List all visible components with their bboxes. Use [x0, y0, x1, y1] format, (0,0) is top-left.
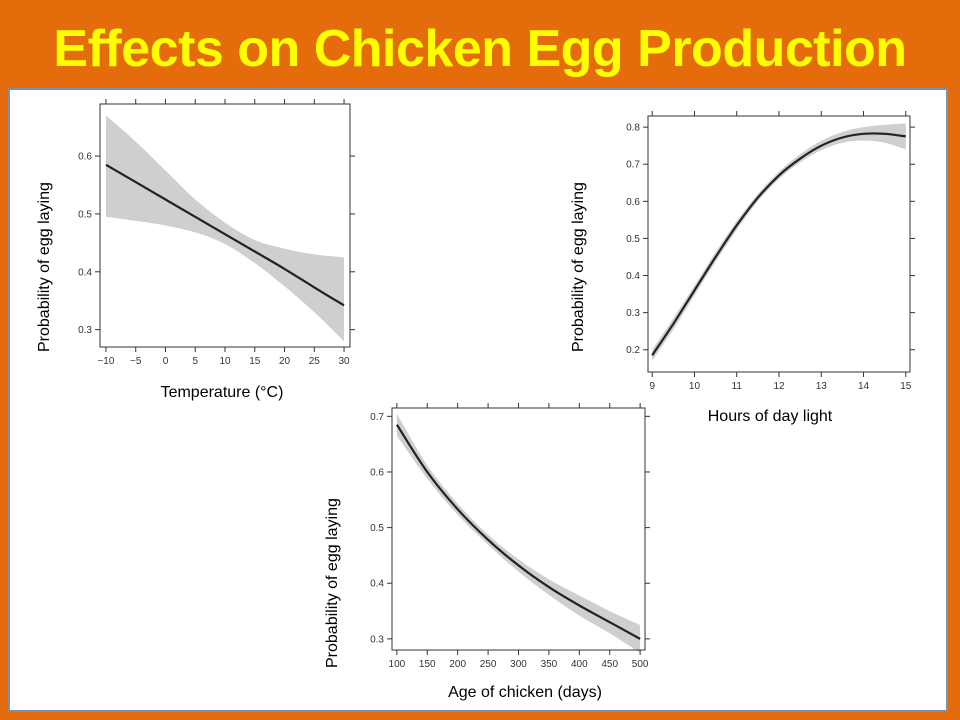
age-x-tick-label: 300 [510, 659, 527, 670]
age-y-axis-label: Probability of egg laying [324, 498, 341, 668]
daylight-x-tick-label: 11 [732, 381, 743, 392]
temperature-confidence-band [106, 115, 344, 342]
age-series-line [395, 424, 641, 640]
age-x-tick-label: 200 [449, 659, 466, 670]
temperature-y-tick-label: 0.4 [78, 267, 92, 278]
age-chart-svg: 100 150 200 250 300 350 400 450 500 0.3 0.4 0.5 0.6 0… [370, 403, 650, 670]
age-x-tick-label: 100 [389, 659, 406, 670]
age-y-tick-label: 0.3 [370, 634, 384, 645]
age-y-tick-label: 0.7 [370, 412, 384, 423]
daylight-y-tick-label: 0.5 [626, 234, 640, 245]
temperature-chart: −10 −5 0 5 10 15 20 25 30 0.3 0.4 0.5 0.6 Probabilit… [10, 90, 950, 714]
daylight-x-tick-label: 13 [816, 381, 828, 392]
daylight-y-tick-label: 0.6 [626, 197, 640, 208]
daylight-x-tick-label: 12 [773, 381, 785, 392]
daylight-series-line [651, 132, 906, 356]
temperature-x-tick-label: 20 [279, 356, 291, 367]
temperature-y-tick-label: 0.3 [78, 325, 92, 336]
daylight-x-axis-label: Hours of day light [707, 408, 833, 425]
age-x-tick-label: 400 [571, 659, 588, 670]
temperature-x-tick-label: 0 [163, 356, 169, 367]
daylight-y-tick-label: 0.8 [626, 123, 640, 134]
slide-title: Effects on Chicken Egg Production [53, 20, 907, 78]
age-x-axis-label: Age of chicken (days) [448, 684, 602, 701]
daylight-x-tick-label: 14 [858, 381, 870, 392]
age-x-tick-label: 250 [480, 659, 497, 670]
daylight-y-tick-label: 0.4 [626, 271, 640, 282]
age-x-tick-label: 500 [632, 659, 649, 670]
age-x-tick-label: 450 [601, 659, 618, 670]
chart-canvas: −10 −5 0 5 10 15 20 25 30 0.3 0.4 0.5 0.6 Probabilit… [8, 88, 948, 712]
daylight-y-tick-label: 0.3 [626, 308, 640, 319]
age-chart: 100 150 200 250 300 350 400 450 500 0.3 0.4 0.5 0.6 0… [10, 90, 950, 714]
age-y-tick-label: 0.5 [370, 523, 384, 534]
daylight-x-tick-label: 10 [689, 381, 701, 392]
temperature-x-axis-label: Temperature (°C) [160, 384, 284, 401]
age-y-tick-label: 0.6 [370, 467, 384, 478]
temperature-series-line [105, 163, 345, 307]
age-y-tick-label: 0.4 [370, 579, 384, 590]
temperature-x-tick-label: −10 [97, 356, 114, 367]
temperature-x-tick-label: 15 [249, 356, 261, 367]
temperature-chart-svg: −10 −5 0 5 10 15 20 25 30 0.3 0.4 0.5 0.6 [78, 99, 355, 367]
age-x-tick-label: 350 [541, 659, 558, 670]
daylight-chart: 9 10 11 12 13 14 15 0.2 0.3 0.4 0.5 0.6 0.7 0.8 Proba… [10, 90, 950, 714]
daylight-x-tick-label: 9 [649, 381, 655, 392]
temperature-y-tick-label: 0.6 [78, 152, 92, 163]
temperature-y-tick-label: 0.5 [78, 209, 92, 220]
daylight-y-tick-label: 0.7 [626, 160, 640, 171]
temperature-x-tick-label: 10 [219, 356, 231, 367]
age-confidence-band [396, 413, 641, 653]
daylight-y-tick-label: 0.2 [626, 345, 640, 356]
temperature-x-tick-label: −5 [130, 356, 142, 367]
age-x-tick-label: 150 [419, 659, 436, 670]
daylight-chart-svg: 9 10 11 12 13 14 15 0.2 0.3 0.4 0.5 0.6 0.7 0.8 [626, 111, 915, 392]
temperature-x-tick-label: 30 [338, 356, 350, 367]
temperature-x-tick-label: 25 [309, 356, 321, 367]
daylight-x-tick-label: 15 [900, 381, 912, 392]
temperature-x-tick-label: 5 [192, 356, 198, 367]
